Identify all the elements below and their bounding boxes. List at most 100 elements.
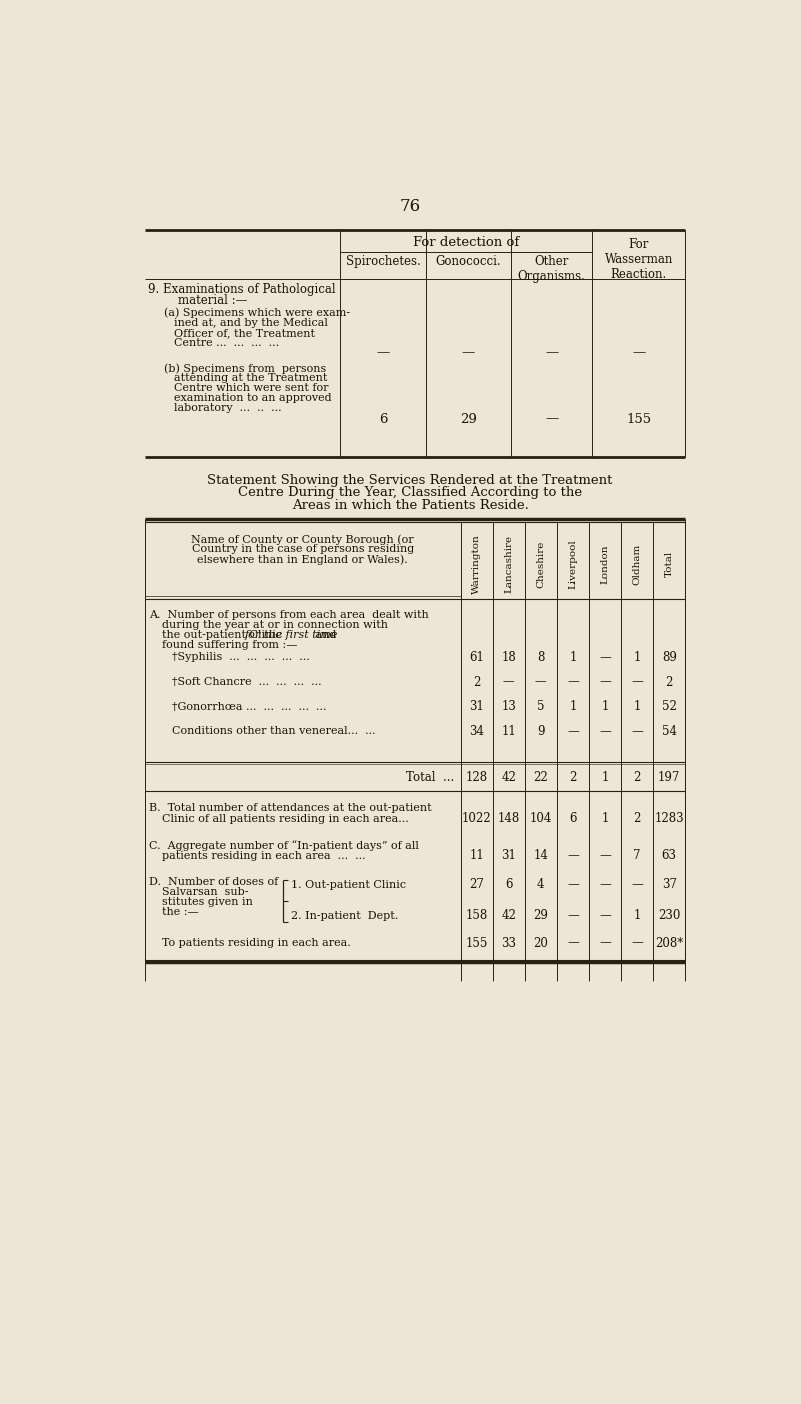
Text: 33: 33: [501, 936, 516, 949]
Text: —: —: [631, 936, 643, 949]
Text: 208*: 208*: [655, 936, 683, 949]
Text: Centre During the Year, Classified According to the: Centre During the Year, Classified Accor…: [238, 487, 582, 500]
Text: 2: 2: [634, 812, 641, 826]
Text: —: —: [567, 936, 579, 949]
Text: For detection of: For detection of: [413, 236, 519, 250]
Text: stitutes given in: stitutes given in: [162, 897, 253, 907]
Text: 1: 1: [570, 701, 577, 713]
Text: Officer of, the Treatment: Officer of, the Treatment: [174, 329, 315, 338]
Text: 230: 230: [658, 908, 680, 922]
Text: —: —: [599, 849, 611, 862]
Text: 13: 13: [501, 701, 516, 713]
Text: †Syphilis  ...  ...  ...  ...  ...: †Syphilis ... ... ... ... ...: [172, 653, 310, 663]
Text: 42: 42: [501, 908, 516, 922]
Text: ined at, and by the Medical: ined at, and by the Medical: [174, 317, 328, 329]
Text: laboratory  ...  ..  ...: laboratory ... .. ...: [174, 403, 281, 413]
Text: Areas in which the Patients Reside.: Areas in which the Patients Reside.: [292, 498, 529, 512]
Text: (b) Specimens from  persons: (b) Specimens from persons: [163, 364, 326, 373]
Text: and: and: [312, 630, 337, 640]
Text: 14: 14: [533, 849, 548, 862]
Text: 128: 128: [465, 771, 488, 783]
Text: †Gonorrhœa ...  ...  ...  ...  ...: †Gonorrhœa ... ... ... ... ...: [172, 702, 327, 712]
Text: —: —: [461, 347, 475, 359]
Text: 9. Examinations of Pathological: 9. Examinations of Pathological: [148, 284, 336, 296]
Text: Statement Showing the Services Rendered at the Treatment: Statement Showing the Services Rendered …: [207, 475, 613, 487]
Text: —: —: [567, 675, 579, 688]
Text: 158: 158: [465, 908, 488, 922]
Text: 1: 1: [602, 771, 609, 783]
Text: 1: 1: [634, 651, 641, 664]
Text: —: —: [631, 724, 643, 739]
Text: 155: 155: [465, 936, 488, 949]
Text: 2: 2: [634, 771, 641, 783]
Text: 2: 2: [473, 675, 481, 688]
Text: 42: 42: [501, 771, 516, 783]
Text: 148: 148: [497, 812, 520, 826]
Text: 63: 63: [662, 849, 677, 862]
Text: Warrington: Warrington: [472, 535, 481, 594]
Text: D.  Number of doses of: D. Number of doses of: [149, 878, 278, 887]
Text: 89: 89: [662, 651, 677, 664]
Text: Other
Organisms.: Other Organisms.: [517, 254, 586, 282]
Text: Spirochetes.: Spirochetes.: [345, 254, 421, 268]
Text: Name of County or County Borough (or: Name of County or County Borough (or: [191, 535, 414, 545]
Text: —: —: [503, 675, 514, 688]
Text: 1: 1: [602, 812, 609, 826]
Text: —: —: [599, 724, 611, 739]
Text: Cheshire: Cheshire: [536, 541, 545, 588]
Text: Total: Total: [665, 552, 674, 577]
Text: Total  ...: Total ...: [406, 771, 454, 783]
Text: 31: 31: [501, 849, 516, 862]
Text: —: —: [567, 724, 579, 739]
Text: B.  Total number of attendances at the out-patient: B. Total number of attendances at the ou…: [149, 803, 432, 813]
Text: 2: 2: [666, 675, 673, 688]
Text: material :—: material :—: [178, 293, 247, 307]
Text: for the first time: for the first time: [245, 630, 339, 640]
Text: 11: 11: [501, 724, 516, 739]
Text: 1283: 1283: [654, 812, 684, 826]
Text: 197: 197: [658, 771, 680, 783]
Text: —: —: [599, 651, 611, 664]
Text: 2. In-patient  Dept.: 2. In-patient Dept.: [291, 911, 398, 921]
Text: Centre which were sent for: Centre which were sent for: [174, 383, 328, 393]
Text: London: London: [601, 545, 610, 584]
Text: Centre ...  ...  ...  ...: Centre ... ... ... ...: [174, 338, 279, 348]
Text: —: —: [632, 347, 646, 359]
Text: 31: 31: [469, 701, 484, 713]
Text: 27: 27: [469, 878, 484, 892]
Text: Conditions other than venereal...  ...: Conditions other than venereal... ...: [172, 726, 376, 736]
Text: 76: 76: [400, 198, 421, 215]
Text: —: —: [376, 347, 389, 359]
Text: For
Wasserman
Reaction.: For Wasserman Reaction.: [605, 237, 673, 281]
Text: 22: 22: [533, 771, 548, 783]
Text: —: —: [567, 908, 579, 922]
Text: Liverpool: Liverpool: [569, 539, 578, 590]
Text: —: —: [599, 908, 611, 922]
Text: 37: 37: [662, 878, 677, 892]
Text: elsewhere than in England or Wales).: elsewhere than in England or Wales).: [197, 555, 409, 564]
Text: attending at the Treatment: attending at the Treatment: [174, 373, 327, 383]
Text: —: —: [545, 347, 558, 359]
Text: A.  Number of persons from each area  dealt with: A. Number of persons from each area deal…: [149, 609, 429, 619]
Text: 61: 61: [469, 651, 484, 664]
Text: 7: 7: [634, 849, 641, 862]
Text: 29: 29: [460, 413, 477, 425]
Text: 8: 8: [537, 651, 545, 664]
Text: 6: 6: [379, 413, 387, 425]
Text: 54: 54: [662, 724, 677, 739]
Text: —: —: [535, 675, 546, 688]
Text: 1: 1: [602, 701, 609, 713]
Text: —: —: [545, 413, 558, 425]
Text: 11: 11: [469, 849, 484, 862]
Text: Lancashire: Lancashire: [504, 535, 513, 594]
Text: Gonococci.: Gonococci.: [436, 254, 501, 268]
Text: 1022: 1022: [461, 812, 491, 826]
Text: 18: 18: [501, 651, 516, 664]
Text: during the year at or in connection with: during the year at or in connection with: [162, 619, 388, 630]
Text: 34: 34: [469, 724, 484, 739]
Text: 1: 1: [634, 908, 641, 922]
Text: 20: 20: [533, 936, 548, 949]
Text: the out-patient Clinic: the out-patient Clinic: [162, 630, 286, 640]
Text: —: —: [599, 936, 611, 949]
Text: found suffering from :—: found suffering from :—: [162, 640, 297, 650]
